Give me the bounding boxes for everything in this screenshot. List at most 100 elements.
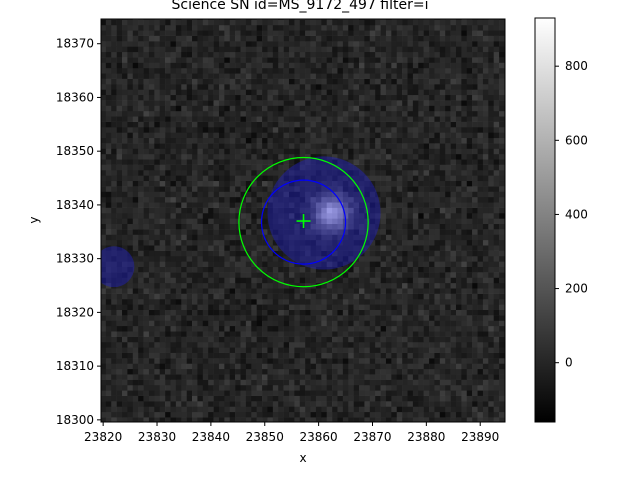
- image-pixel: [186, 196, 193, 203]
- image-pixel: [466, 304, 473, 310]
- image-pixel: [240, 137, 247, 144]
- image-pixel: [337, 325, 344, 332]
- image-pixel: [450, 132, 457, 139]
- image-pixel: [488, 288, 494, 294]
- image-pixel: [208, 384, 214, 391]
- image-pixel: [391, 304, 398, 310]
- image-pixel: [332, 143, 338, 149]
- image-pixel: [455, 282, 462, 289]
- image-pixel: [407, 186, 414, 192]
- image-pixel: [245, 293, 252, 300]
- image-pixel: [332, 105, 338, 112]
- image-pixel: [375, 255, 381, 262]
- image-pixel: [466, 250, 473, 257]
- image-pixel: [95, 213, 101, 219]
- image-pixel: [267, 417, 274, 422]
- image-pixel: [95, 342, 101, 348]
- image-pixel: [499, 105, 505, 112]
- image-pixel: [288, 336, 295, 343]
- image-pixel: [402, 186, 408, 192]
- image-pixel: [396, 255, 403, 262]
- image-pixel: [488, 255, 494, 262]
- image-pixel: [326, 175, 333, 182]
- image-pixel: [213, 78, 220, 85]
- image-pixel: [499, 411, 505, 418]
- image-pixel: [396, 121, 403, 128]
- image-pixel: [235, 266, 241, 273]
- image-pixel: [332, 137, 338, 144]
- image-pixel: [450, 384, 457, 391]
- image-pixel: [493, 331, 500, 337]
- image-pixel: [359, 255, 365, 262]
- image-pixel: [202, 116, 209, 122]
- image-pixel: [165, 277, 171, 284]
- image-pixel: [181, 153, 187, 160]
- image-pixel: [482, 121, 489, 128]
- image-pixel: [251, 121, 257, 128]
- image-pixel: [240, 341, 247, 348]
- image-pixel: [337, 245, 344, 251]
- image-pixel: [132, 347, 139, 353]
- image-pixel: [101, 325, 107, 332]
- image-pixel: [499, 143, 505, 149]
- image-pixel: [434, 390, 441, 396]
- image-pixel: [364, 218, 371, 225]
- image-pixel: [369, 132, 376, 139]
- image-pixel: [412, 239, 419, 246]
- image-pixel: [95, 138, 101, 144]
- image-pixel: [412, 196, 419, 203]
- image-pixel: [440, 423, 446, 429]
- image-pixel: [267, 250, 274, 257]
- image-pixel: [466, 336, 473, 343]
- image-pixel: [197, 250, 204, 257]
- image-pixel: [272, 94, 279, 101]
- image-pixel: [122, 347, 128, 353]
- image-pixel: [245, 379, 252, 386]
- image-pixel: [488, 390, 494, 396]
- image-pixel: [132, 255, 139, 262]
- image-pixel: [391, 180, 398, 187]
- image-pixel: [305, 336, 311, 343]
- image-pixel: [208, 89, 214, 96]
- image-pixel: [423, 212, 430, 219]
- image-pixel: [342, 234, 349, 241]
- image-pixel: [407, 411, 414, 418]
- image-pixel: [170, 277, 177, 284]
- image-pixel: [493, 288, 500, 294]
- image-pixel: [402, 250, 408, 257]
- image-pixel: [224, 229, 231, 235]
- image-pixel: [165, 358, 171, 364]
- image-pixel: [342, 212, 349, 219]
- image-pixel: [235, 110, 241, 117]
- image-pixel: [408, 423, 414, 429]
- image-pixel: [202, 89, 209, 96]
- image-pixel: [111, 137, 117, 144]
- image-pixel: [224, 304, 231, 310]
- image-pixel: [412, 105, 419, 112]
- image-pixel: [159, 315, 166, 321]
- image-pixel: [267, 110, 274, 117]
- image-pixel: [272, 352, 279, 359]
- image-pixel: [241, 423, 247, 429]
- image-pixel: [138, 132, 144, 139]
- image-pixel: [461, 395, 468, 402]
- image-pixel: [267, 325, 274, 332]
- image-pixel: [267, 132, 274, 139]
- image-pixel: [208, 250, 214, 257]
- image-pixel: [165, 309, 171, 316]
- image-pixel: [423, 379, 430, 386]
- image-pixel: [208, 164, 214, 171]
- image-pixel: [461, 245, 468, 251]
- image-pixel: [445, 218, 451, 225]
- image-pixel: [208, 127, 214, 133]
- image-pixel: [369, 143, 376, 149]
- image-pixel: [245, 218, 252, 225]
- image-pixel: [105, 164, 112, 171]
- image-pixel: [396, 100, 403, 106]
- image-pixel: [256, 234, 263, 241]
- image-pixel: [439, 352, 446, 359]
- image-pixel: [412, 148, 419, 155]
- image-pixel: [235, 127, 241, 133]
- image-pixel: [283, 417, 290, 422]
- image-pixel: [429, 352, 435, 359]
